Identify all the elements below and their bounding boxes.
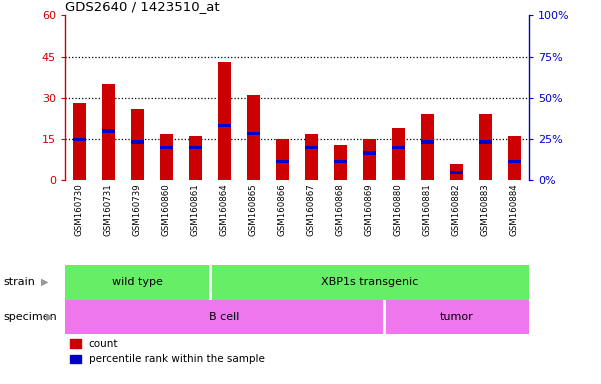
Bar xyxy=(247,95,260,180)
Bar xyxy=(160,146,173,149)
Bar xyxy=(65,300,384,334)
Text: GSM160867: GSM160867 xyxy=(307,183,316,236)
Bar xyxy=(479,114,492,180)
Bar xyxy=(102,129,115,132)
Bar xyxy=(160,134,173,180)
Bar xyxy=(421,140,434,144)
Bar xyxy=(73,137,86,141)
Text: ▶: ▶ xyxy=(41,277,48,287)
Bar xyxy=(102,84,115,180)
Bar xyxy=(305,134,318,180)
Bar xyxy=(131,140,144,144)
Text: GSM160730: GSM160730 xyxy=(75,183,84,236)
Text: GSM160884: GSM160884 xyxy=(510,183,519,236)
Text: strain: strain xyxy=(3,277,35,287)
Text: GSM160739: GSM160739 xyxy=(133,183,142,236)
Bar xyxy=(305,146,318,149)
Text: GDS2640 / 1423510_at: GDS2640 / 1423510_at xyxy=(65,0,219,13)
Text: GSM160866: GSM160866 xyxy=(278,183,287,236)
Legend: count, percentile rank within the sample: count, percentile rank within the sample xyxy=(70,339,265,364)
Bar xyxy=(334,160,347,163)
Text: B cell: B cell xyxy=(209,312,240,322)
Bar xyxy=(392,146,405,149)
Bar xyxy=(421,114,434,180)
Text: GSM160860: GSM160860 xyxy=(162,183,171,236)
Text: GSM160869: GSM160869 xyxy=(365,183,374,236)
Text: GSM160868: GSM160868 xyxy=(336,183,345,236)
Text: wild type: wild type xyxy=(112,277,163,287)
Bar xyxy=(218,62,231,180)
Bar xyxy=(247,132,260,135)
Bar xyxy=(363,151,376,155)
Text: GSM160880: GSM160880 xyxy=(394,183,403,236)
Bar xyxy=(508,160,521,163)
Bar xyxy=(384,300,529,334)
Bar xyxy=(450,170,463,174)
Bar xyxy=(392,128,405,180)
Bar xyxy=(189,136,202,180)
Bar xyxy=(479,140,492,144)
Bar xyxy=(276,139,289,180)
Text: GSM160731: GSM160731 xyxy=(104,183,113,236)
Text: XBP1s transgenic: XBP1s transgenic xyxy=(321,277,418,287)
Text: tumor: tumor xyxy=(439,312,473,322)
Text: GSM160861: GSM160861 xyxy=(191,183,200,236)
Text: GSM160882: GSM160882 xyxy=(452,183,461,236)
Text: GSM160864: GSM160864 xyxy=(220,183,229,236)
Bar xyxy=(508,136,521,180)
Text: specimen: specimen xyxy=(3,312,56,322)
Bar xyxy=(210,265,529,300)
Bar xyxy=(73,103,86,180)
Bar xyxy=(276,160,289,163)
Bar xyxy=(363,139,376,180)
Bar xyxy=(334,145,347,180)
Bar xyxy=(189,146,202,149)
Text: ▶: ▶ xyxy=(46,312,53,322)
Bar xyxy=(131,109,144,180)
Bar xyxy=(450,164,463,180)
Bar xyxy=(65,265,210,300)
Text: GSM160865: GSM160865 xyxy=(249,183,258,236)
Text: GSM160883: GSM160883 xyxy=(481,183,490,236)
Bar xyxy=(218,124,231,127)
Text: GSM160881: GSM160881 xyxy=(423,183,432,236)
